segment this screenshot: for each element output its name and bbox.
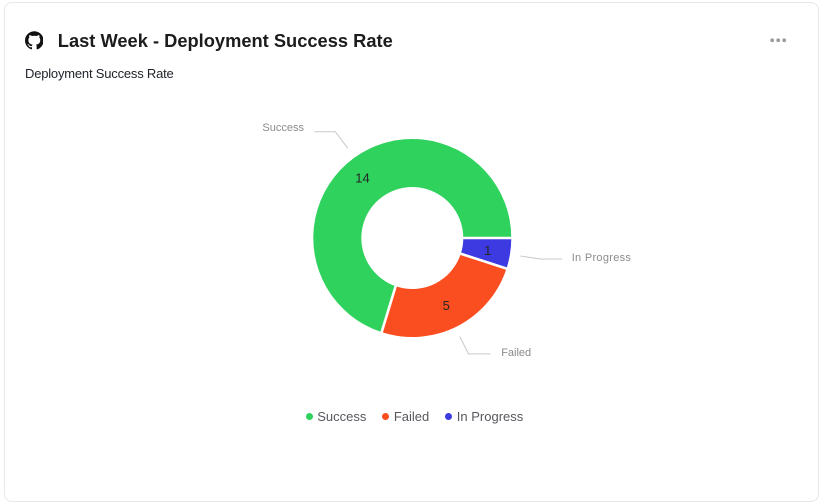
svg-text:1: 1	[484, 243, 491, 258]
svg-text:In Progress: In Progress	[572, 252, 632, 264]
svg-text:5: 5	[443, 298, 450, 313]
svg-text:Failed: Failed	[501, 347, 531, 359]
svg-text:Success: Success	[262, 122, 304, 134]
svg-text:14: 14	[355, 171, 369, 186]
